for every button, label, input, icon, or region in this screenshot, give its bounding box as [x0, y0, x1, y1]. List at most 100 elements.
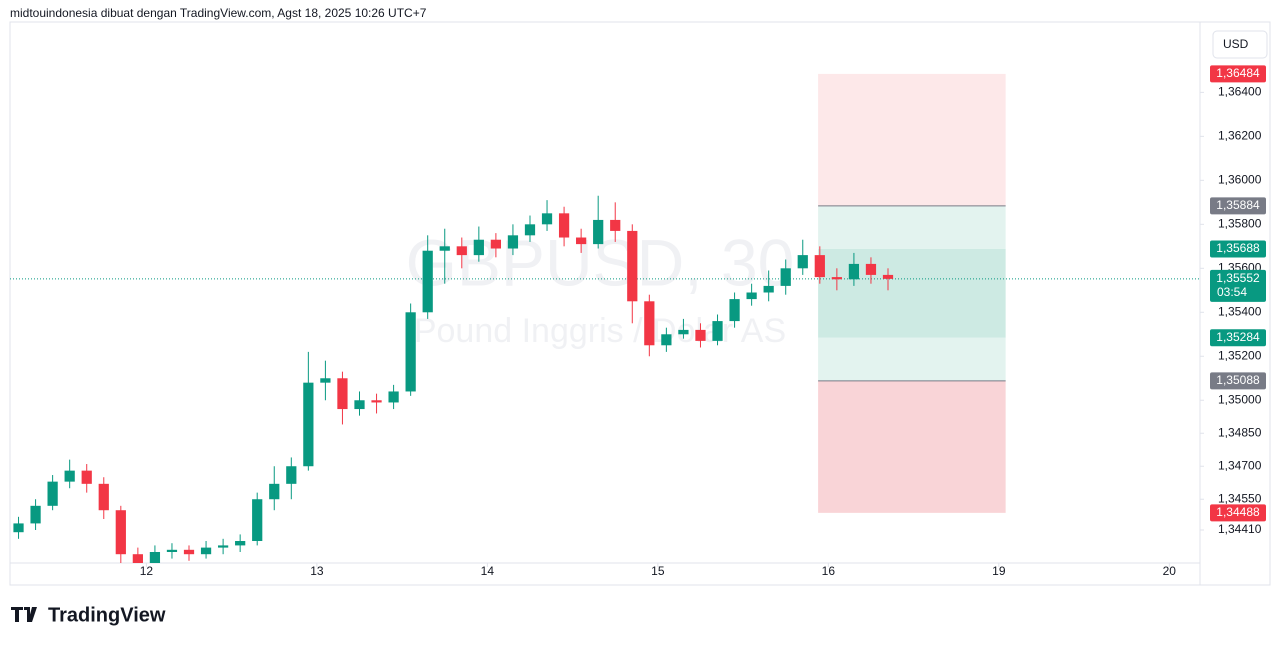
- y-tick-label: 1,35800: [1218, 216, 1262, 230]
- candle-body: [286, 466, 297, 484]
- candle-body: [81, 470, 92, 484]
- watermark-description: Pound Inggris / Dolar AS: [414, 312, 786, 350]
- header: midtouindonesia dibuat dengan TradingVie…: [10, 6, 427, 20]
- plot: [10, 73, 1200, 563]
- brand: TradingView: [48, 604, 166, 626]
- candle-body: [797, 255, 808, 269]
- x-tick-label: 15: [651, 564, 665, 578]
- x-tick-label: 19: [992, 564, 1006, 578]
- last-price-label-bg: [1210, 269, 1266, 302]
- x-tick-label: 20: [1163, 564, 1177, 578]
- x-tick-label: 13: [310, 564, 324, 578]
- y-tick-label: 1,36000: [1218, 173, 1262, 187]
- x-tick-label: 14: [481, 564, 495, 578]
- x-tick-label: 12: [140, 564, 154, 578]
- candle-body: [814, 255, 825, 278]
- y-tick-label: 1,34410: [1218, 522, 1262, 536]
- last-price-label: 1,35552: [1216, 271, 1260, 285]
- candle-body: [644, 301, 655, 346]
- candle-body: [576, 237, 587, 245]
- position-zone: [818, 248, 1006, 338]
- candle-body: [678, 329, 689, 335]
- level-label-bg: [1210, 329, 1266, 347]
- candle-body: [269, 483, 280, 500]
- candle-body: [593, 219, 604, 245]
- candle-body: [47, 481, 58, 506]
- y-tick-label: 1,36400: [1218, 85, 1262, 99]
- candle-body: [524, 224, 536, 236]
- candle-body: [456, 246, 467, 256]
- candle-body: [371, 400, 382, 403]
- candle-body: [235, 541, 246, 546]
- frame: [9, 21, 1271, 586]
- level-label: 1,35884: [1216, 198, 1260, 212]
- candle-body: [303, 382, 314, 467]
- y-tick-label: 1,36200: [1218, 129, 1262, 143]
- x-tick-label: 16: [822, 564, 836, 578]
- level-label: 1,35284: [1216, 330, 1260, 344]
- candle-body: [848, 263, 860, 280]
- candle-body: [354, 400, 365, 410]
- candle-body: [490, 239, 502, 249]
- y-tick-label: 1,34550: [1218, 491, 1262, 505]
- candle-body: [865, 263, 877, 275]
- candle-body: [422, 250, 433, 313]
- level-label: 1,34488: [1216, 505, 1260, 519]
- candle-body: [712, 321, 723, 341]
- candle-body: [627, 230, 638, 302]
- candle-body: [30, 505, 41, 524]
- level-label: 1,35688: [1216, 241, 1260, 255]
- candle-body: [183, 549, 195, 555]
- candle-body: [320, 378, 331, 383]
- candle-body: [132, 554, 143, 563]
- currency: USD: [1223, 37, 1249, 51]
- candle-body: [98, 483, 109, 511]
- level-label-bg: [1210, 372, 1266, 390]
- position-zone: [818, 205, 1006, 249]
- candle-body: [882, 274, 894, 279]
- candle-body: [610, 219, 621, 231]
- candle-body: [13, 523, 24, 533]
- candle-body: [149, 552, 161, 563]
- candle-body: [661, 334, 672, 346]
- candle-body: [473, 239, 484, 256]
- y-tick-label: 1,35000: [1218, 392, 1262, 406]
- level-label: 1,35088: [1216, 373, 1260, 387]
- logo-icon: [11, 607, 37, 622]
- candle-body: [115, 510, 126, 555]
- candle-body: [695, 329, 706, 341]
- candle-body: [405, 312, 416, 392]
- candle-body: [729, 299, 740, 322]
- y-tick-label: 1,34850: [1218, 425, 1262, 439]
- position-zone: [818, 73, 1006, 206]
- y-tick-label: 1,34700: [1218, 458, 1262, 472]
- y-tick-label: 1,35200: [1218, 348, 1262, 362]
- candle-body: [337, 378, 348, 410]
- candle-body: [763, 285, 774, 293]
- level-label-bg: [1210, 504, 1266, 522]
- position-zone: [818, 380, 1006, 513]
- axes: 1,364001,362001,360001,358001,356001,354…: [140, 65, 1266, 578]
- candle-body: [200, 547, 212, 555]
- candle-body: [217, 545, 229, 548]
- candle-body: [388, 391, 399, 403]
- candle-body: [831, 277, 842, 280]
- candle-body: [558, 213, 570, 238]
- candle-body: [439, 246, 450, 251]
- position-zone: [818, 337, 1006, 381]
- level-label-bg: [1210, 65, 1266, 83]
- y-tick-label: 1,35400: [1218, 304, 1262, 318]
- level-label-bg: [1210, 240, 1266, 258]
- candle-body: [252, 499, 263, 542]
- currency-button[interactable]: [1212, 30, 1268, 59]
- level-label: 1,36484: [1216, 66, 1260, 80]
- candle-body: [541, 213, 553, 225]
- candle-body: [166, 549, 178, 553]
- candle-body: [780, 268, 791, 286]
- level-label-bg: [1210, 197, 1266, 215]
- countdown: 03:54: [1217, 285, 1247, 299]
- candle-body: [64, 470, 75, 482]
- candle-body: [746, 292, 757, 300]
- candle-body: [507, 235, 519, 249]
